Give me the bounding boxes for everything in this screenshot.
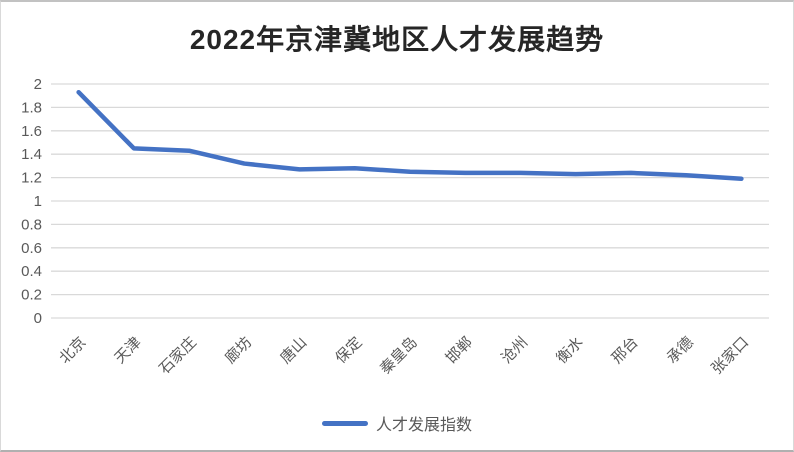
y-tick-label: 0.2: [21, 287, 42, 304]
x-tick-label: 保定: [332, 334, 365, 367]
chart-title: 2022年京津冀地区人才发展趋势: [189, 24, 605, 55]
y-tick-label: 0.4: [21, 263, 42, 280]
x-tick-label: 沧州: [498, 334, 531, 367]
plot-area: 2 1.8 1.6 1.4 1.2 1 0.8 0.6 0.4 0.2 0 北京 天津 石家庄 廊坊 唐山 保定…: [21, 76, 769, 378]
legend-line-marker: [321, 420, 368, 426]
x-tick-label: 天津: [111, 334, 144, 367]
legend-label: 人才发展指数: [375, 417, 472, 434]
y-tick-label: 0.8: [21, 216, 42, 233]
y-tick-label: 1.8: [21, 99, 42, 116]
y-tick-label: 2: [34, 76, 42, 93]
x-tick-label: 廊坊: [222, 334, 255, 367]
x-tick-label: 承德: [663, 333, 697, 367]
y-tick-label: 1: [34, 193, 42, 210]
x-tick-label: 衡水: [553, 334, 586, 367]
x-tick-label: 秦皇岛: [377, 334, 421, 378]
x-tick-label: 邢台: [609, 334, 642, 367]
x-tick-label: 张家口: [708, 334, 752, 378]
series-line: [76, 89, 744, 182]
y-tick-label: 1.2: [21, 170, 42, 187]
y-tick-label: 1.4: [21, 146, 42, 163]
x-tick-label: 唐山: [277, 334, 310, 367]
y-tick-label: 0: [34, 310, 42, 327]
y-tick-label: 1.6: [21, 123, 42, 140]
x-tick-label: 北京: [56, 334, 89, 367]
legend: 人才发展指数: [1, 411, 793, 435]
x-tick-label: 石家庄: [155, 333, 200, 378]
y-tick-label: 0.6: [21, 240, 42, 257]
x-tick-label: 邯郸: [443, 334, 476, 367]
